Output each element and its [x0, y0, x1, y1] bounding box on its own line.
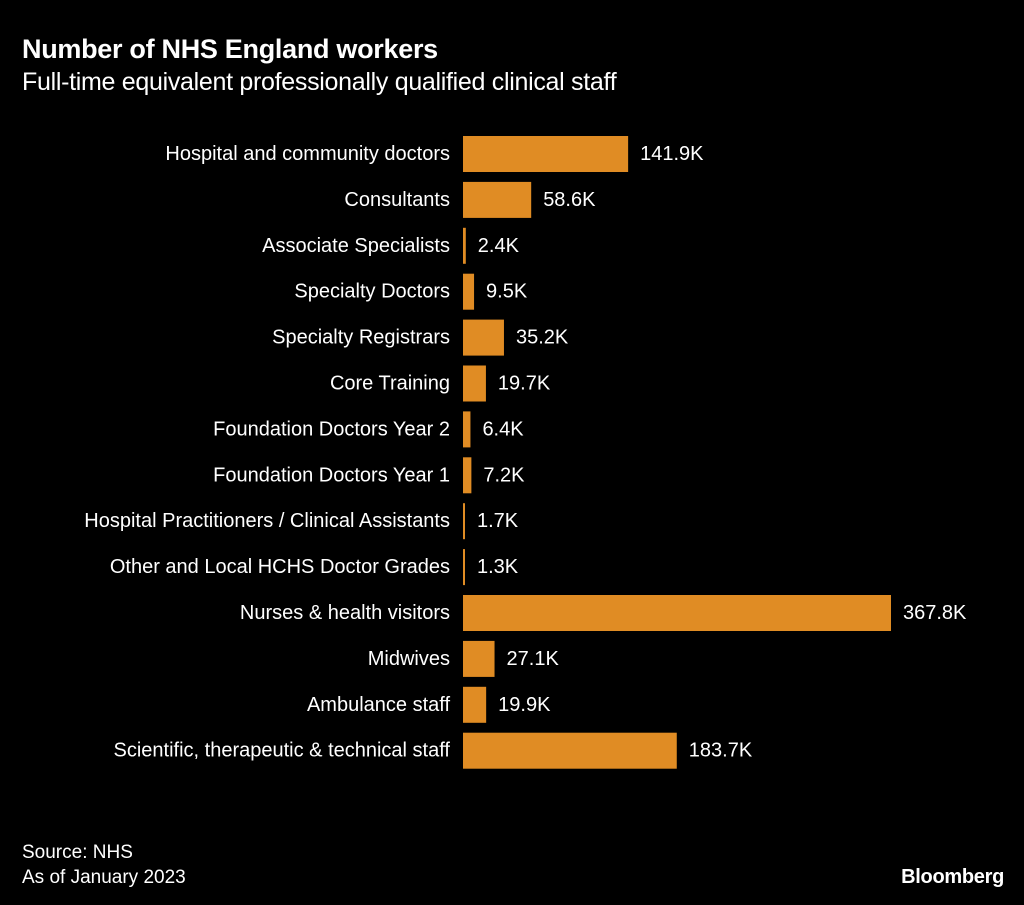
category-label: Other and Local HCHS Doctor Grades	[110, 556, 450, 578]
category-label: Specialty Registrars	[272, 327, 450, 349]
bar	[463, 365, 486, 402]
value-label: 2.4K	[478, 235, 520, 257]
chart-title: Number of NHS England workers	[22, 34, 438, 64]
bar	[463, 503, 465, 540]
value-label: 1.7K	[477, 510, 519, 532]
chart-footer-notes: Source: NHS As of January 2023	[22, 840, 186, 890]
bar	[463, 549, 465, 586]
category-label: Consultants	[344, 189, 450, 211]
value-label: 183.7K	[689, 740, 753, 762]
category-label: Core Training	[330, 373, 450, 395]
value-label: 7.2K	[483, 464, 525, 486]
bar	[463, 319, 504, 356]
bar	[463, 732, 677, 769]
category-label: Hospital and community doctors	[165, 143, 450, 165]
source-note: Source: NHS	[22, 842, 133, 863]
bar	[463, 181, 532, 218]
value-label: 367.8K	[903, 602, 967, 624]
category-label: Foundation Doctors Year 2	[213, 418, 450, 440]
chart-subtitle: Full-time equivalent professionally qual…	[22, 68, 617, 96]
category-label: Ambulance staff	[307, 694, 450, 716]
bar	[463, 457, 472, 494]
category-label: Scientific, therapeutic & technical staf…	[114, 740, 451, 762]
value-label: 19.7K	[498, 373, 551, 395]
value-label: 141.9K	[640, 143, 704, 165]
bar-chart: Hospital and community doctors 141.9K Cons…	[84, 136, 967, 769]
category-label: Midwives	[368, 648, 450, 670]
date-note: As of January 2023	[22, 867, 186, 888]
bar	[463, 273, 475, 310]
bar	[463, 640, 495, 677]
value-label: 27.1K	[507, 648, 560, 670]
bar	[463, 686, 487, 723]
value-label: 6.4K	[482, 418, 524, 440]
value-label: 1.3K	[477, 556, 519, 578]
category-label: Nurses & health visitors	[240, 602, 450, 624]
value-label: 35.2K	[516, 327, 569, 349]
value-label: 58.6K	[543, 189, 596, 211]
category-label: Foundation Doctors Year 1	[213, 464, 450, 486]
bar	[463, 136, 629, 172]
value-label: 19.9K	[498, 694, 551, 716]
bar	[463, 595, 891, 631]
bar	[463, 411, 471, 448]
value-label: 9.5K	[486, 281, 528, 303]
bar	[463, 227, 466, 264]
category-label: Hospital Practitioners / Clinical Assist…	[84, 510, 450, 532]
bloomberg-logo: Bloomberg	[901, 866, 1004, 888]
category-label: Specialty Doctors	[294, 281, 450, 303]
category-label: Associate Specialists	[262, 235, 450, 257]
